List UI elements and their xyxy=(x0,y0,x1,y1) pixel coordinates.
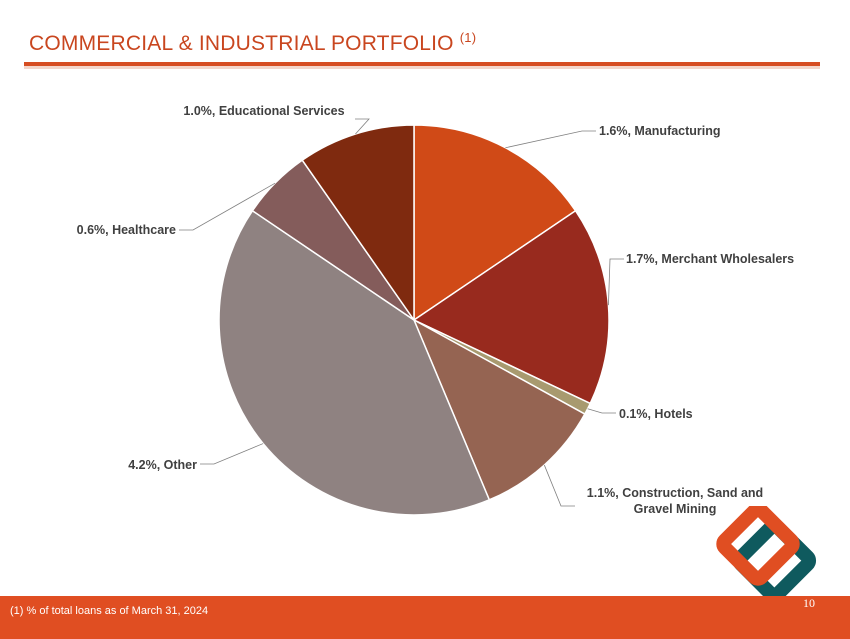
slice-label-merchant-wholesalers: 1.7%, Merchant Wholesalers xyxy=(626,252,794,266)
footnote: (1) % of total loans as of March 31, 202… xyxy=(10,605,209,617)
leader-line-merchant-wholesalers xyxy=(608,258,624,306)
leader-line-manufacturing xyxy=(505,130,596,149)
footer-band xyxy=(0,596,850,639)
title-footnote-marker: (1) xyxy=(459,30,477,45)
slice-label-hotels: 0.1%, Hotels xyxy=(619,407,693,421)
label-leader-lines xyxy=(179,118,624,507)
slice-label-manufacturing: 1.6%, Manufacturing xyxy=(599,124,721,138)
pie-labels: 1.6%, Manufacturing 1.7%, Merchant Whole… xyxy=(77,104,795,516)
slice-label-construction-line1: 1.1%, Construction, Sand and xyxy=(587,486,763,500)
slice-label-construction-line2: Gravel Mining xyxy=(634,502,717,516)
pie-slices xyxy=(218,124,610,516)
leader-line-construction-sand-and-gravel-mining xyxy=(543,464,575,507)
slice-label-other: 4.2%, Other xyxy=(128,458,197,472)
pie-slice-educational-services xyxy=(301,124,415,323)
pie-slice-construction-sand-and-gravel-mining xyxy=(412,318,586,501)
pie-slice-other xyxy=(218,209,491,516)
page-title-text: COMMERCIAL & INDUSTRIAL PORTFOLIO xyxy=(29,32,454,55)
title-divider-shadow xyxy=(24,66,820,69)
title-divider xyxy=(24,62,820,66)
leader-line-other xyxy=(200,443,264,465)
pie-slice-manufacturing xyxy=(413,124,577,322)
slice-label-healthcare: 0.6%, Healthcare xyxy=(77,223,176,237)
page-title: COMMERCIAL & INDUSTRIAL PORTFOLIO (1) xyxy=(29,30,477,56)
leader-line-healthcare xyxy=(179,182,276,231)
slice-label-educational-services: 1.0%, Educational Services xyxy=(183,104,344,118)
leader-line-hotels xyxy=(587,408,616,414)
pie-chart: 1.6%, Manufacturing 1.7%, Merchant Whole… xyxy=(77,104,795,516)
interlocking-diamonds-logo xyxy=(716,506,817,603)
company-logo xyxy=(716,506,817,603)
page-number: 10 xyxy=(803,596,815,610)
leader-line-educational-services xyxy=(355,118,370,135)
